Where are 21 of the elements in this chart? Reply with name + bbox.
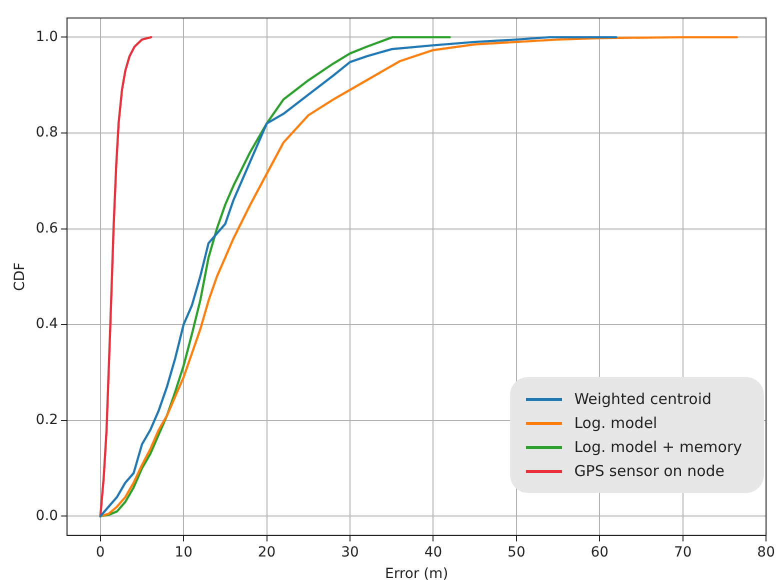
x-tick-label: 10 bbox=[174, 544, 192, 560]
legend-label: Log. model + memory bbox=[574, 438, 742, 456]
y-tick-label: 0.0 bbox=[36, 508, 58, 524]
x-tick-label: 30 bbox=[341, 544, 359, 560]
y-tick-label: 0.6 bbox=[36, 220, 58, 236]
x-tick-label: 40 bbox=[424, 544, 442, 560]
x-tick-label: 0 bbox=[96, 544, 105, 560]
x-tick-label: 50 bbox=[508, 544, 526, 560]
legend-label: GPS sensor on node bbox=[574, 462, 725, 480]
x-tick-label: 70 bbox=[674, 544, 692, 560]
y-tick-label: 0.8 bbox=[36, 124, 58, 141]
legend-label: Weighted centroid bbox=[574, 390, 712, 408]
x-tick-label: 80 bbox=[757, 544, 776, 560]
x-tick-label: 60 bbox=[590, 544, 609, 560]
legend-label: Log. model bbox=[574, 414, 658, 432]
y-tick-label: 0.4 bbox=[36, 316, 58, 332]
x-tick-label: 20 bbox=[258, 544, 276, 560]
x-axis-title: Error (m) bbox=[385, 566, 448, 582]
y-tick-label: 0.2 bbox=[36, 412, 58, 428]
y-axis-title: CDF bbox=[12, 262, 28, 292]
y-tick-label: 1.0 bbox=[36, 28, 58, 45]
